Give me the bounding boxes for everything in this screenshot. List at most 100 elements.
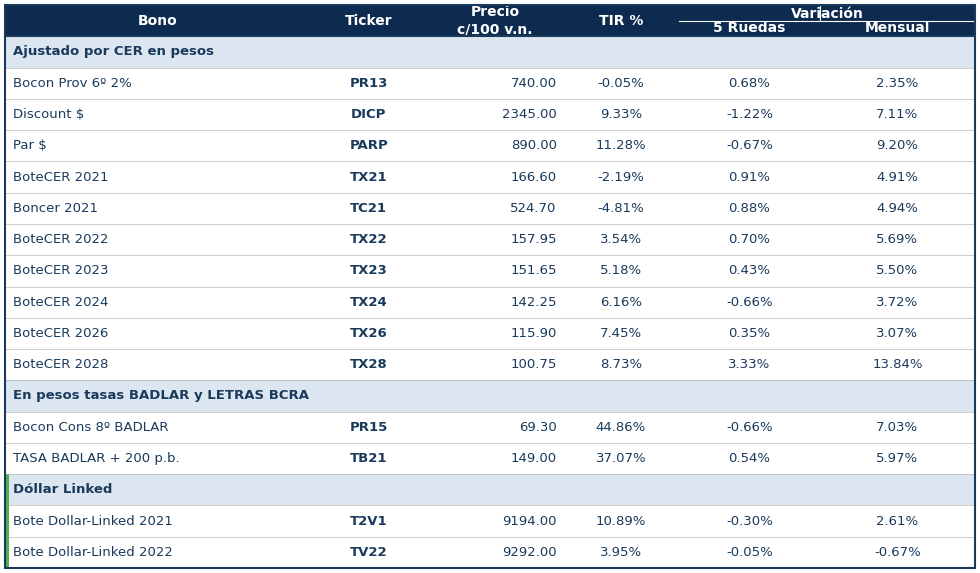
Text: BoteCER 2028: BoteCER 2028 (13, 358, 109, 371)
Text: 0.35%: 0.35% (728, 327, 770, 340)
Text: Dóllar Linked: Dóllar Linked (13, 483, 113, 496)
Text: TX21: TX21 (350, 171, 387, 183)
Text: Ticker: Ticker (345, 14, 393, 28)
Bar (5, 537, 9, 568)
Text: -0.05%: -0.05% (598, 77, 644, 90)
Text: 6.16%: 6.16% (600, 296, 642, 309)
Text: 0.88%: 0.88% (728, 202, 770, 215)
Text: 7.11%: 7.11% (876, 108, 918, 121)
Text: 5.97%: 5.97% (876, 452, 918, 465)
Text: TV22: TV22 (350, 546, 387, 559)
Text: TB21: TB21 (350, 452, 387, 465)
Bar (5, 537, 975, 568)
Text: 9292.00: 9292.00 (502, 546, 557, 559)
Bar (5, 443, 975, 474)
Text: TX26: TX26 (350, 327, 388, 340)
Text: 9.33%: 9.33% (600, 108, 642, 121)
Text: Bocon Cons 8º BADLAR: Bocon Cons 8º BADLAR (13, 421, 169, 434)
Text: TIR %: TIR % (599, 14, 643, 28)
Text: 7.03%: 7.03% (876, 421, 918, 434)
Bar (5, 286, 975, 318)
Text: -0.67%: -0.67% (874, 546, 921, 559)
Text: DICP: DICP (351, 108, 386, 121)
Bar (5, 380, 975, 411)
Text: Variación: Variación (791, 7, 863, 21)
Bar (5, 99, 975, 130)
Text: TC21: TC21 (350, 202, 387, 215)
Text: -0.67%: -0.67% (726, 139, 773, 152)
Text: 3.33%: 3.33% (728, 358, 770, 371)
Text: 115.90: 115.90 (511, 327, 557, 340)
Text: 13.84%: 13.84% (872, 358, 922, 371)
Text: -2.19%: -2.19% (598, 171, 645, 183)
Bar (5, 349, 975, 380)
Text: 151.65: 151.65 (511, 264, 557, 277)
Text: Bote Dollar-Linked 2022: Bote Dollar-Linked 2022 (13, 546, 172, 559)
Text: 9.20%: 9.20% (876, 139, 918, 152)
Text: 0.54%: 0.54% (728, 452, 770, 465)
Text: 149.00: 149.00 (511, 452, 557, 465)
Bar (5, 68, 975, 99)
Bar (5, 411, 975, 443)
Text: Bocon Prov 6º 2%: Bocon Prov 6º 2% (13, 77, 131, 90)
Text: 3.72%: 3.72% (876, 296, 918, 309)
Bar (5, 224, 975, 255)
Text: 5 Ruedas: 5 Ruedas (713, 21, 786, 34)
Text: En pesos tasas BADLAR y LETRAS BCRA: En pesos tasas BADLAR y LETRAS BCRA (13, 390, 309, 402)
Text: 4.94%: 4.94% (876, 202, 918, 215)
Text: Bono: Bono (138, 14, 177, 28)
Text: PR13: PR13 (350, 77, 388, 90)
Text: 10.89%: 10.89% (596, 515, 646, 528)
Text: 11.28%: 11.28% (596, 139, 646, 152)
Text: TX28: TX28 (350, 358, 388, 371)
Text: 3.54%: 3.54% (600, 233, 642, 246)
Text: 0.70%: 0.70% (728, 233, 770, 246)
Bar (5, 130, 975, 162)
Text: 740.00: 740.00 (511, 77, 557, 90)
Text: 37.07%: 37.07% (596, 452, 646, 465)
Text: TASA BADLAR + 200 p.b.: TASA BADLAR + 200 p.b. (13, 452, 179, 465)
Text: 0.68%: 0.68% (728, 77, 770, 90)
Bar (5, 36, 975, 68)
Text: 890.00: 890.00 (511, 139, 557, 152)
Text: 5.50%: 5.50% (876, 264, 918, 277)
Text: 5.69%: 5.69% (876, 233, 918, 246)
Text: Bote Dollar-Linked 2021: Bote Dollar-Linked 2021 (13, 515, 172, 528)
Text: 3.07%: 3.07% (876, 327, 918, 340)
Text: 524.70: 524.70 (511, 202, 557, 215)
Text: BoteCER 2026: BoteCER 2026 (13, 327, 109, 340)
Text: -0.66%: -0.66% (726, 421, 773, 434)
Text: TX22: TX22 (350, 233, 387, 246)
Text: PARP: PARP (350, 139, 388, 152)
Bar (5, 193, 975, 224)
Text: 2.61%: 2.61% (876, 515, 918, 528)
Text: 100.75: 100.75 (511, 358, 557, 371)
Text: 7.45%: 7.45% (600, 327, 642, 340)
Text: BoteCER 2022: BoteCER 2022 (13, 233, 109, 246)
Text: -0.66%: -0.66% (726, 296, 773, 309)
Text: Precio
c/100 v.n.: Precio c/100 v.n. (457, 5, 532, 36)
Text: 3.95%: 3.95% (600, 546, 642, 559)
Text: T2V1: T2V1 (350, 515, 387, 528)
Text: 2345.00: 2345.00 (502, 108, 557, 121)
Text: -0.30%: -0.30% (726, 515, 773, 528)
Text: 69.30: 69.30 (519, 421, 557, 434)
Text: BoteCER 2021: BoteCER 2021 (13, 171, 109, 183)
Text: -1.22%: -1.22% (726, 108, 773, 121)
Text: TX23: TX23 (350, 264, 388, 277)
Text: 8.73%: 8.73% (600, 358, 642, 371)
Text: 5.18%: 5.18% (600, 264, 642, 277)
Bar (5, 318, 975, 349)
Bar (5, 505, 975, 537)
Text: Mensual: Mensual (864, 21, 930, 34)
Text: -0.05%: -0.05% (726, 546, 773, 559)
Text: 0.43%: 0.43% (728, 264, 770, 277)
Text: Discount $: Discount $ (13, 108, 84, 121)
Bar (5, 505, 9, 537)
Text: -4.81%: -4.81% (598, 202, 644, 215)
Bar (5, 162, 975, 193)
Text: Ajustado por CER en pesos: Ajustado por CER en pesos (13, 45, 214, 58)
Text: 9194.00: 9194.00 (503, 515, 557, 528)
Text: 0.91%: 0.91% (728, 171, 770, 183)
Text: 4.91%: 4.91% (876, 171, 918, 183)
